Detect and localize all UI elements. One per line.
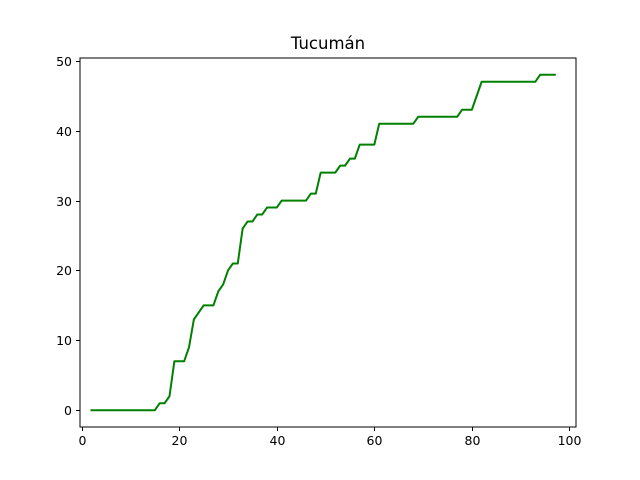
x-tick-label: 40 (270, 433, 286, 448)
x-tick-label: 0 (79, 433, 87, 448)
x-tick-label: 20 (172, 433, 188, 448)
y-tick-label: 40 (56, 124, 72, 139)
data-layer (90, 73, 556, 412)
x-tick-label: 80 (465, 433, 481, 448)
y-tick-label: 10 (56, 333, 72, 348)
x-tick-label: 100 (558, 433, 582, 448)
y-tick-label: 30 (56, 194, 72, 209)
x-tick-label: 60 (367, 433, 383, 448)
y-tick-label: 0 (64, 403, 72, 418)
axes-frame (79, 57, 577, 428)
y-tick-label: 50 (56, 54, 72, 69)
chart-title: Tucumán (290, 34, 365, 53)
series-line-0 (90, 73, 556, 412)
axes-layer: 0 20 40 60 80 100 0 10 20 30 40 50 (56, 54, 581, 448)
y-tick-label: 20 (56, 263, 72, 278)
